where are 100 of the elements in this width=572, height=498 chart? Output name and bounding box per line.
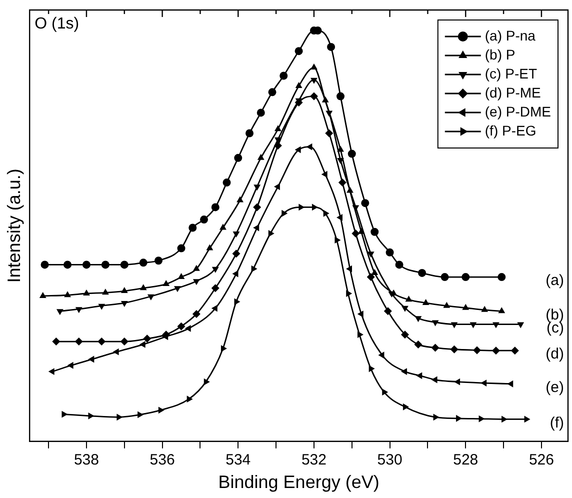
point (337, 146, 344, 152)
x-tick-label: 528 (453, 452, 478, 469)
point (220, 224, 226, 230)
point (116, 414, 123, 421)
x-tick-label: 526 (528, 452, 554, 469)
point (88, 356, 94, 363)
annotation: (d) (546, 346, 564, 363)
point (298, 204, 305, 211)
point (174, 286, 181, 292)
point (212, 266, 219, 273)
point (64, 260, 72, 269)
point (140, 284, 147, 290)
point (371, 268, 378, 275)
legend-label: (c) P-ET (484, 65, 538, 82)
point (186, 396, 193, 403)
point (120, 287, 128, 294)
point (162, 280, 170, 286)
point (510, 346, 519, 355)
point (357, 310, 364, 318)
point (358, 228, 365, 234)
point (322, 96, 329, 102)
point (274, 183, 280, 190)
point (206, 244, 214, 250)
point (253, 203, 262, 212)
x-tick-label: 530 (377, 452, 402, 469)
point (443, 302, 450, 308)
point (62, 410, 68, 418)
x-tick-label: 534 (226, 452, 251, 469)
legend-label: (d) P-ME (484, 84, 541, 100)
annotation: O (1s) (34, 15, 80, 32)
point (294, 146, 301, 154)
point (234, 298, 240, 306)
point (338, 178, 346, 187)
point (433, 414, 440, 421)
x-axis-title: Binding Energy (eV) (218, 472, 380, 492)
annotation: (f) (550, 414, 564, 432)
point (368, 365, 375, 372)
point (120, 260, 128, 269)
point (178, 273, 185, 280)
point (158, 406, 164, 414)
point (414, 340, 422, 348)
point (327, 42, 336, 51)
point (88, 412, 94, 420)
point (405, 296, 412, 302)
point (253, 224, 260, 232)
point (366, 273, 375, 282)
point (336, 214, 343, 221)
point (120, 300, 128, 307)
point (232, 250, 240, 258)
point (75, 307, 82, 314)
legend-label: (f) P-EG (484, 122, 536, 138)
point (177, 244, 186, 252)
point (336, 92, 345, 100)
point (524, 416, 530, 423)
point (395, 260, 404, 269)
point (222, 178, 231, 187)
point (323, 210, 330, 217)
point (232, 270, 238, 278)
point (422, 298, 430, 305)
point (348, 150, 356, 158)
point (382, 388, 388, 396)
point (236, 196, 244, 202)
point (481, 306, 488, 312)
point (83, 289, 90, 296)
x-tick-label: 532 (301, 452, 326, 469)
point (48, 368, 54, 376)
x-tick-label: 538 (74, 452, 99, 469)
point (232, 232, 240, 238)
point (274, 137, 282, 144)
point (357, 331, 364, 338)
point (39, 292, 46, 298)
point (346, 290, 352, 297)
point (102, 288, 109, 295)
annotation: (a) (546, 272, 564, 290)
point (310, 92, 318, 100)
point (400, 368, 407, 376)
point (386, 248, 394, 256)
point (400, 330, 409, 339)
annotation: (e) (546, 379, 564, 396)
point (254, 184, 261, 191)
point (211, 284, 220, 292)
point (98, 304, 106, 310)
point (274, 125, 282, 132)
point (40, 260, 49, 269)
point (251, 265, 258, 272)
point (334, 236, 341, 244)
point (220, 345, 227, 352)
point (52, 338, 60, 346)
point (440, 273, 449, 282)
y-axis-title: Intensity (a.u.) (4, 168, 24, 283)
point (200, 216, 208, 224)
point (177, 322, 186, 330)
point (402, 403, 409, 410)
point (416, 372, 422, 380)
point (147, 294, 154, 300)
point (473, 346, 482, 354)
point (498, 307, 506, 314)
point (67, 362, 74, 369)
point (280, 72, 288, 80)
point (310, 78, 318, 84)
